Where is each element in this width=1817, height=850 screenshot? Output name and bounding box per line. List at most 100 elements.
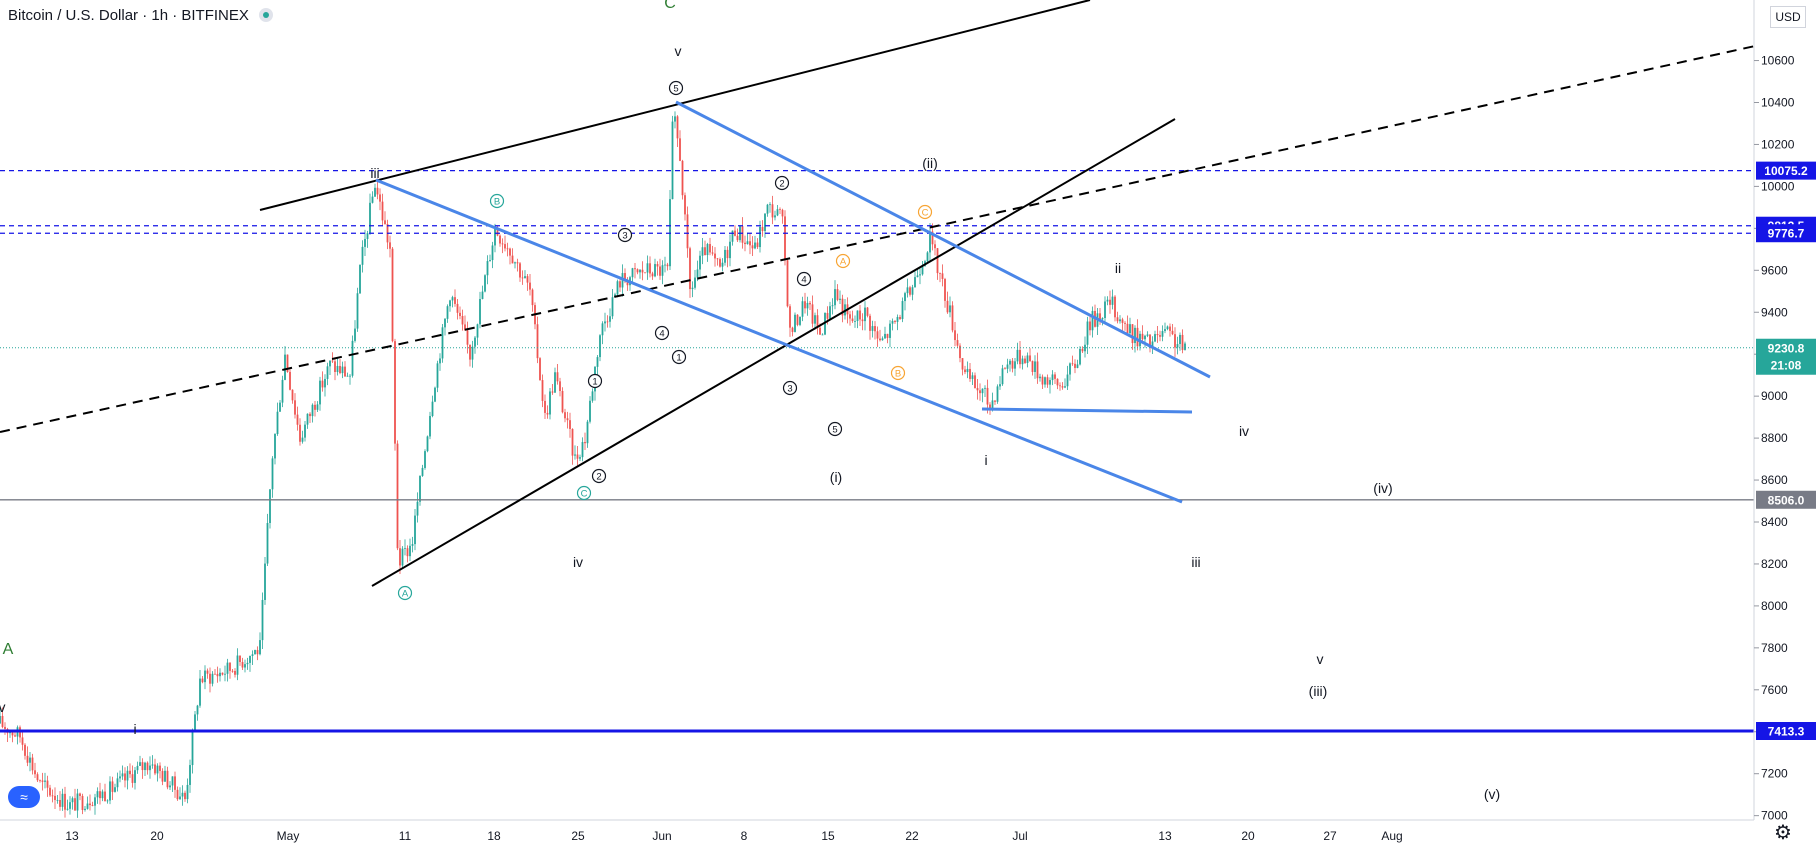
last-price-tag: 9230.8 21:08 — [1756, 338, 1816, 375]
wave-label: i — [984, 452, 987, 468]
svg-text:B: B — [895, 369, 901, 380]
price-level-value: 8506.0 — [1768, 493, 1805, 507]
wave-label: (v) — [1484, 786, 1500, 802]
x-tick-label: 11 — [399, 829, 412, 843]
svg-text:C: C — [922, 208, 929, 219]
candles-layer — [0, 111, 1186, 818]
wave-label: i — [133, 721, 136, 737]
svg-text:A: A — [840, 257, 847, 268]
x-tick-label: May — [277, 829, 300, 843]
svg-text:1: 1 — [592, 377, 597, 388]
x-tick-label: Aug — [1381, 829, 1402, 843]
price-level-tag: 8506.0 — [1756, 490, 1816, 509]
upper-wedge-line — [259, 0, 1091, 211]
y-tick-label: 9600 — [1761, 263, 1788, 277]
y-tick-label: 10200 — [1761, 137, 1795, 151]
wave-label: (iv) — [1373, 480, 1392, 496]
wave-label: C — [664, 0, 676, 12]
tradingview-logo-icon[interactable]: ≈ — [8, 786, 40, 808]
last-price-tag-bg — [1756, 338, 1816, 375]
price-level-tag: 7413.3 — [1756, 722, 1816, 740]
x-tick-label: 18 — [487, 829, 501, 843]
x-tick-label: 15 — [821, 829, 835, 843]
wave-label: (i) — [830, 469, 842, 485]
circle-label: A — [835, 253, 851, 269]
x-tick-label: 22 — [905, 829, 919, 843]
x-tick-label: 13 — [1158, 829, 1172, 843]
circle-label: C — [917, 204, 933, 220]
y-tick-label: 7000 — [1761, 809, 1788, 823]
y-tick-label: 8400 — [1761, 515, 1788, 529]
x-tick-label: 13 — [65, 829, 79, 843]
circle-label: 5 — [827, 421, 843, 437]
x-tick-label: Jun — [652, 829, 671, 843]
currency-button[interactable]: USD — [1770, 6, 1806, 28]
y-tick-label: 8000 — [1761, 599, 1788, 613]
wave-label: iv — [1239, 423, 1249, 439]
market-status-icon — [259, 8, 274, 22]
svg-text:1: 1 — [676, 353, 681, 364]
wave-label: iii — [370, 165, 379, 181]
wave-label: (ii) — [922, 155, 938, 171]
channel-upper-right — [675, 100, 1211, 379]
price-axis-bg — [1754, 0, 1817, 820]
x-tick-label: 20 — [150, 829, 164, 843]
wave-label: v — [1317, 651, 1324, 667]
svg-text:4: 4 — [659, 329, 664, 340]
price-levels-layer — [0, 170, 1754, 733]
svg-text:4: 4 — [801, 275, 806, 286]
circle-label: 2 — [591, 468, 607, 484]
symbol-title[interactable]: Bitcoin / U.S. Dollar · 1h · BITFINEX — [8, 7, 274, 24]
time-axis-bg — [0, 820, 1817, 850]
svg-text:5: 5 — [832, 425, 837, 436]
circle-label: 1 — [671, 349, 687, 365]
svg-text:2: 2 — [779, 179, 784, 190]
x-tick-label: Jul — [1012, 829, 1027, 843]
circle-label: 5 — [668, 80, 684, 96]
y-tick-label: 9000 — [1761, 389, 1788, 403]
y-tick-label: 8200 — [1761, 557, 1788, 571]
wave-label: v — [675, 43, 682, 59]
y-tick-label: 9400 — [1761, 305, 1788, 319]
price-level-tag: 10075.2 — [1756, 161, 1816, 180]
y-tick-label: 7600 — [1761, 683, 1788, 697]
y-tick-label: 8800 — [1761, 431, 1788, 445]
price-level-tag: 9776.7 — [1756, 224, 1816, 243]
channel-lower-left — [786, 343, 1183, 504]
price-level-value: 10075.2 — [1764, 164, 1808, 178]
y-tick-labels: 7000720074007600780080008200840086008800… — [1754, 54, 1795, 823]
x-tick-label: 27 — [1323, 829, 1337, 843]
circle-label: C — [576, 485, 592, 501]
channel-upper-left — [375, 178, 788, 347]
wave-label: A — [3, 641, 14, 658]
wave-label: (iii) — [1309, 683, 1328, 699]
trendlines-layer — [0, 0, 1756, 587]
gear-icon[interactable]: ⚙ — [1774, 822, 1792, 844]
svg-text:5: 5 — [673, 84, 678, 95]
circle-label: 4 — [654, 325, 670, 341]
circle-label: B — [890, 365, 906, 381]
svg-text:3: 3 — [622, 231, 627, 242]
x-tick-label: 20 — [1241, 829, 1255, 843]
flat-support-line — [981, 407, 1193, 414]
last-price-value: 9230.8 — [1768, 342, 1805, 356]
circle-label: 3 — [782, 380, 798, 396]
y-tick-label: 7200 — [1761, 767, 1788, 781]
svg-text:3: 3 — [787, 384, 792, 395]
circle-label: 1 — [587, 373, 603, 389]
wave-label: iii — [1191, 554, 1200, 570]
y-tick-label: 10600 — [1761, 54, 1795, 68]
wave-label: ii — [1115, 260, 1121, 276]
symbol-title-text: Bitcoin / U.S. Dollar · 1h · BITFINEX — [8, 7, 249, 24]
x-tick-label: 8 — [741, 829, 748, 843]
dashed-trendline — [0, 45, 1756, 433]
circle-label: 4 — [796, 271, 812, 287]
y-tick-label: 10000 — [1761, 179, 1795, 193]
wave-label: iv — [573, 554, 583, 570]
circle-label: A — [397, 585, 413, 601]
